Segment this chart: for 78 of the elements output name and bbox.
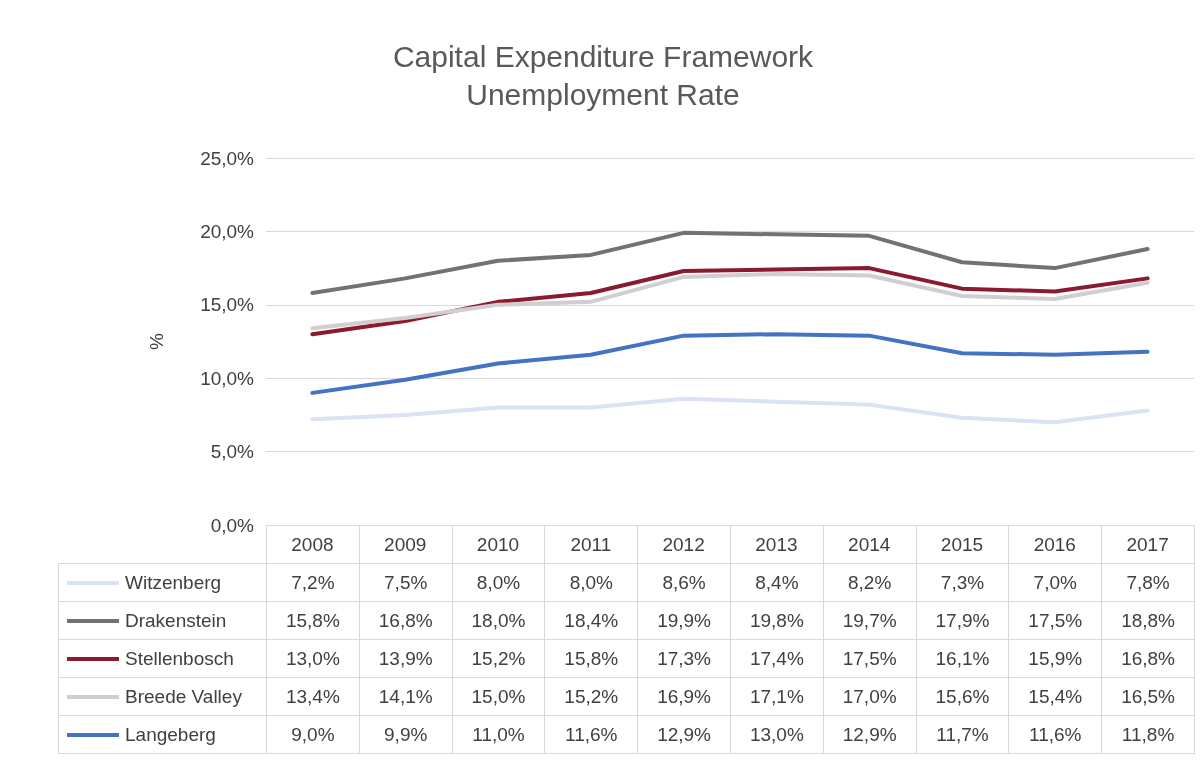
x-tick-label: 2008 [291,534,334,555]
data-label: 15,6% [916,677,1009,716]
legend-label: Witzenberg [125,571,222,593]
data-label: 7,5% [359,563,453,602]
y-tick-label: 15,0% [200,294,255,316]
y-tick-label: 0,0% [210,514,255,536]
data-label: 7,0% [1008,563,1102,602]
data-label: 19,8% [730,601,824,640]
data-label: 19,7% [823,601,917,640]
data-label: 11,7% [916,715,1009,754]
data-label: 15,0% [452,677,545,716]
data-label: 9,9% [359,715,453,754]
data-label: 16,1% [916,639,1009,678]
data-label: 11,6% [1008,715,1102,754]
chart-title: Capital Expenditure Framework [392,39,815,73]
data-label: 16,5% [1101,677,1195,716]
data-label: 16,9% [637,677,731,716]
data-label: 15,8% [544,639,638,678]
data-label: 18,8% [1101,601,1195,640]
y-tick-label: 20,0% [200,220,255,242]
data-label: 7,3% [916,563,1009,602]
data-label: 11,6% [544,715,638,754]
data-label: 17,1% [730,677,824,716]
data-label: 16,8% [359,601,453,640]
x-tick-label: 2010 [476,534,520,555]
legend-label: Breede Valley [125,685,242,707]
y-tick-label: 10,0% [200,367,255,389]
y-tick-label: 25,0% [200,147,255,169]
legend-label: Stellenbosch [125,647,234,669]
data-label: 17,5% [1008,601,1102,640]
data-label: 19,9% [637,601,731,640]
line-series [310,230,1150,296]
data-label: 15,2% [452,639,545,678]
x-tick-label: 2013 [755,534,798,555]
data-label: 15,4% [1008,677,1102,716]
data-label: 15,8% [266,601,360,640]
data-label: 18,0% [452,601,545,640]
x-tick-label: 2016 [1033,534,1076,555]
data-label: 17,9% [916,601,1009,640]
chart-subtitle: Unemployment Rate [466,77,740,111]
x-tick-label: 2015 [940,534,984,555]
data-label: 18,4% [544,601,638,640]
data-label: 17,4% [730,639,824,678]
line-series [310,266,1150,337]
data-label: 12,9% [637,715,731,754]
data-label: 11,8% [1101,715,1195,754]
x-tick-label: 2012 [662,534,705,555]
data-label: 13,4% [266,677,360,716]
data-label: 11,0% [452,715,545,754]
x-tick-label: 2017 [1126,534,1169,555]
data-label: 8,0% [452,563,545,602]
data-label: 15,9% [1008,639,1102,678]
y-axis-title: % [146,332,167,350]
data-label: 7,8% [1101,563,1195,602]
legend-label: Langeberg [125,723,216,745]
data-label: 9,0% [266,715,360,754]
x-tick-label: 2011 [570,534,612,555]
data-label: 13,0% [266,639,360,678]
data-label: 13,9% [359,639,453,678]
data-label: 15,2% [544,677,638,716]
data-label: 8,0% [544,563,638,602]
legend-label: Drakenstein [125,609,227,631]
data-label: 7,2% [266,563,360,602]
data-label: 17,3% [637,639,731,678]
data-label: 13,0% [730,715,824,754]
data-label: 14,1% [359,677,453,716]
data-label: 12,9% [823,715,917,754]
data-label: 8,4% [730,563,824,602]
x-tick-label: 2009 [384,534,427,555]
data-label: 17,5% [823,639,917,678]
data-label: 16,8% [1101,639,1195,678]
y-tick-label: 5,0% [210,441,255,463]
x-tick-label: 2014 [848,534,891,555]
data-label: 8,6% [637,563,731,602]
data-label: 17,0% [823,677,917,716]
line-series [310,332,1150,395]
line-series [310,396,1150,425]
data-label: 8,2% [823,563,917,602]
